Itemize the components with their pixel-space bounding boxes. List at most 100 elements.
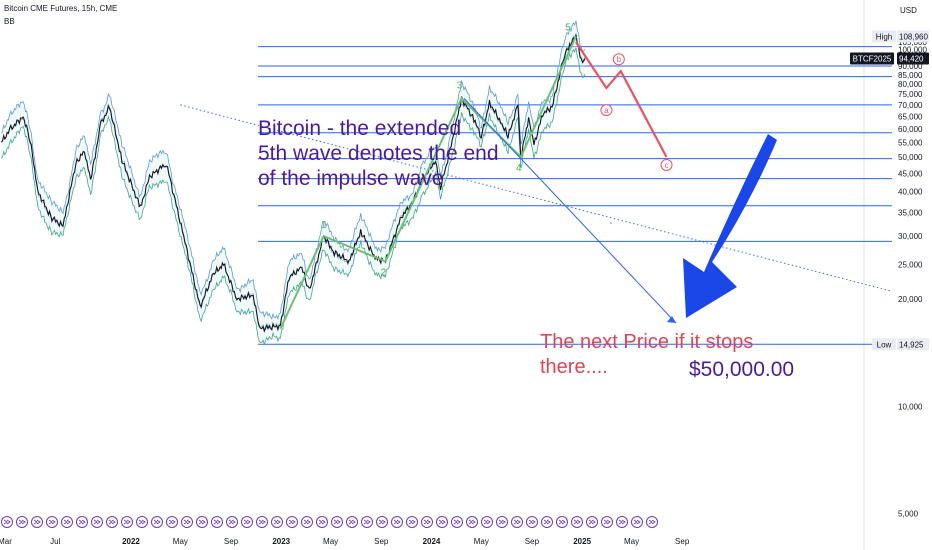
price-label-name: High <box>876 32 892 41</box>
event-marker-icon <box>228 519 236 525</box>
x-tick-label: 2022 <box>122 537 140 546</box>
elliott-wave: 1 2 3 4 5 <box>279 22 577 330</box>
projection-dot <box>610 222 612 224</box>
x-tick-label: Sep <box>374 537 389 546</box>
arrow-trendline-head <box>667 316 676 323</box>
y-tick-label: 100,000 <box>898 46 927 55</box>
y-tick-label: 25,000 <box>898 260 923 269</box>
event-marker-icon <box>558 519 566 525</box>
event-marker-icon <box>93 519 101 525</box>
projection-label-a: a <box>604 106 609 115</box>
event-marker-icon <box>123 519 131 525</box>
event-marker-icon <box>3 519 11 525</box>
price-label-value-bg <box>897 52 929 65</box>
x-tick-label: May <box>323 537 338 546</box>
price-line <box>0 34 586 333</box>
event-marker-icon <box>498 519 506 525</box>
event-marker-icon <box>213 519 221 525</box>
indicator-label: BB <box>4 17 15 26</box>
y-tick-label: 65,000 <box>898 112 923 121</box>
y-tick-label: 40,000 <box>898 188 923 197</box>
event-marker-icon <box>648 519 656 525</box>
price-label-value: 94,420 <box>899 55 924 64</box>
event-marker-icon <box>33 519 41 525</box>
y-tick-label: 55,000 <box>898 138 923 147</box>
price-label-tag <box>850 52 894 65</box>
y-axis: 5,00010,00015,00020,00025,00030,00035,00… <box>898 31 927 519</box>
x-tick-label: May <box>624 537 639 546</box>
event-marker-icon <box>513 519 521 525</box>
x-tick-label: May <box>474 537 489 546</box>
event-marker-icon <box>408 519 416 525</box>
y-tick-label: 30,000 <box>898 232 923 241</box>
price-label-value: 14,925 <box>899 340 924 349</box>
wave-label-2: 2 <box>381 267 387 278</box>
target-price: $50,000.00 <box>689 358 794 381</box>
event-marker-icon <box>18 519 26 525</box>
y-tick-label: 45,000 <box>898 169 923 178</box>
price-label-name: BTCF2025 <box>853 55 892 64</box>
band-fill <box>1 20 586 345</box>
y-tick-label: 90,000 <box>898 62 923 71</box>
y-tick-label: 75,000 <box>898 90 923 99</box>
target-note-line: The next Price if it stops <box>540 331 753 353</box>
y-tick-label: 70,000 <box>898 101 923 110</box>
big-down-arrow <box>683 134 777 318</box>
event-marker-icon <box>63 519 71 525</box>
event-marker-icon <box>423 519 431 525</box>
event-marker-icon <box>273 519 281 525</box>
event-marker-icon <box>363 519 371 525</box>
wave-line <box>279 35 577 330</box>
event-marker-icon <box>48 519 56 525</box>
price-label-value-bg <box>897 30 929 43</box>
event-marker-icon <box>108 519 116 525</box>
arrow-trendline <box>463 98 677 324</box>
price-series <box>0 34 586 333</box>
event-marker-icon <box>168 519 176 525</box>
event-marker-icon <box>153 519 161 525</box>
headline-line: Bitcoin - the extended <box>258 117 461 140</box>
event-marker-icon <box>588 519 596 525</box>
headline-line: of the impulse wave <box>258 167 444 190</box>
trendlines <box>180 98 893 324</box>
event-marker-icon <box>483 519 491 525</box>
x-tick-label: Jul <box>50 537 60 546</box>
x-tick-label: Sep <box>224 537 239 546</box>
upper-band <box>0 20 586 320</box>
x-tick-label: May <box>173 537 188 546</box>
event-marker-icon <box>258 519 266 525</box>
y-tick-label: 60,000 <box>898 125 923 134</box>
event-marker-icon <box>378 519 386 525</box>
projection-label-c: c <box>665 161 669 170</box>
dotted-trendline <box>180 104 893 292</box>
projection-marker-c <box>660 159 673 172</box>
x-tick-label: 2024 <box>423 537 441 546</box>
projection-label-b: b <box>617 55 622 64</box>
lower-band <box>1 47 586 346</box>
wave-label-1: 1 <box>321 220 327 231</box>
projection-line <box>575 41 668 158</box>
event-marker-icon <box>543 519 551 525</box>
wave-label-4: 4 <box>516 163 522 174</box>
price-label-name: Low <box>877 340 892 349</box>
headline-line: 5th wave denotes the end <box>258 142 499 165</box>
wave-label-5: 5 <box>565 22 571 33</box>
x-axis: Mar Jul 2022 May Sep 2023 May Sep 2024 May Sep 2025… <box>0 537 690 546</box>
x-tick-label: 2023 <box>272 537 290 546</box>
event-marker-icon <box>528 519 536 525</box>
y-tick-label: 5,000 <box>898 510 919 519</box>
event-marker-icon <box>573 519 581 525</box>
currency-label[interactable]: USD <box>900 6 917 15</box>
projection-marker-b <box>612 53 625 66</box>
y-tick-label: 35,000 <box>898 208 923 217</box>
event-marker-icon <box>348 519 356 525</box>
event-marker-icon <box>453 519 461 525</box>
event-marker-icon <box>438 519 446 525</box>
event-marker-icon <box>303 519 311 525</box>
y-tick-label: 85,000 <box>898 71 923 80</box>
price-label-value: 108,960 <box>899 32 928 41</box>
abc-projection: a b c <box>575 41 673 224</box>
price-label-tag <box>872 338 896 351</box>
